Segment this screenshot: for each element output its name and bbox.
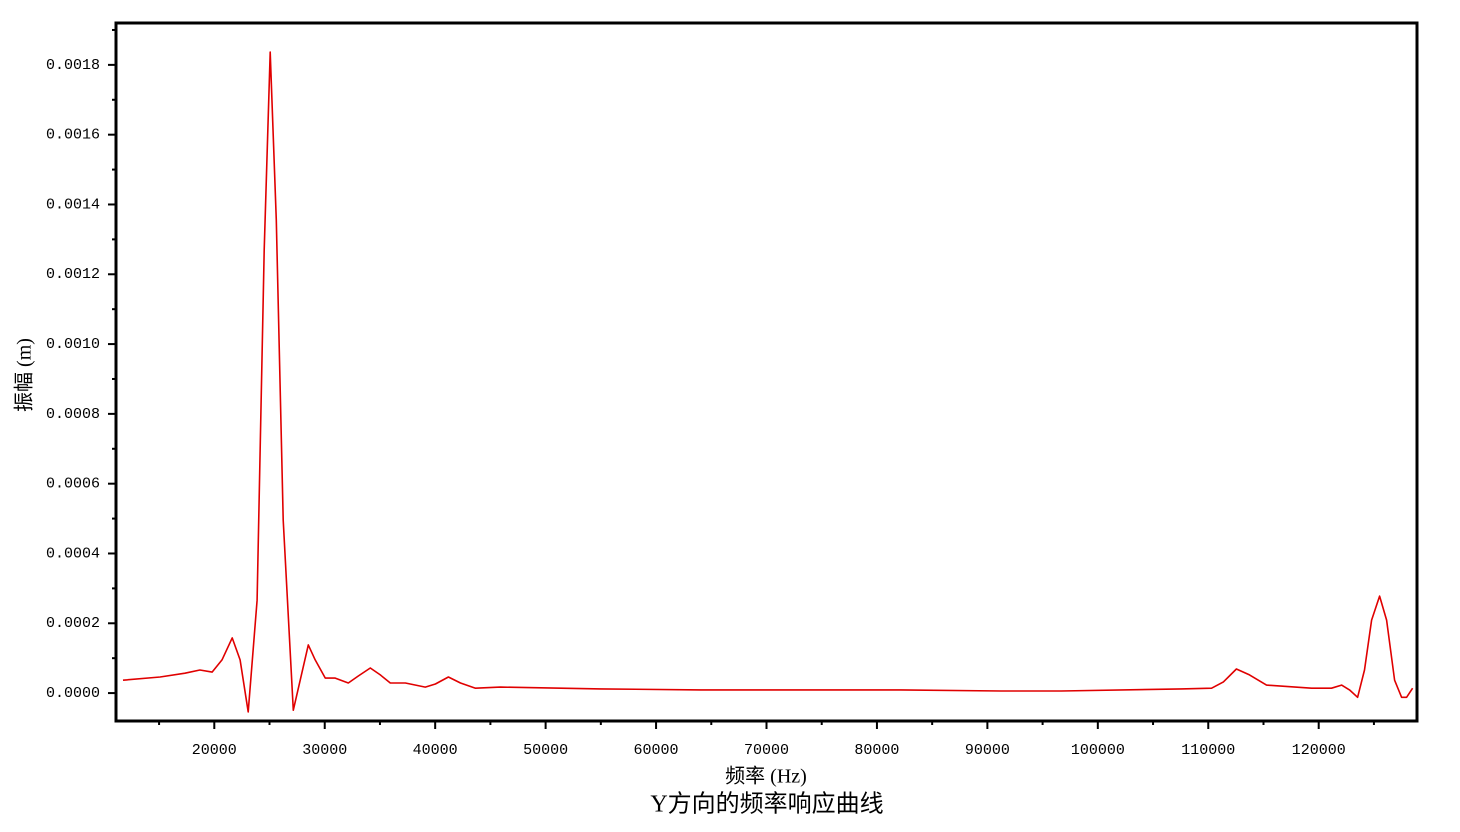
y-tick-label: 0.0018	[46, 57, 100, 74]
x-tick-label: 100000	[1071, 742, 1125, 759]
y-tick-label: 0.0014	[46, 196, 100, 213]
y-tick-label: 0.0006	[46, 476, 100, 493]
x-tick-label: 20000	[192, 742, 237, 759]
y-tick-label: 0.0004	[46, 545, 100, 562]
series-line	[122, 51, 1414, 713]
x-tick-label: 50000	[523, 742, 568, 759]
x-tick-label: 70000	[744, 742, 789, 759]
x-tick-label: 60000	[634, 742, 679, 759]
y-tick-label: 0.0000	[46, 685, 100, 702]
x-tick-label: 40000	[413, 742, 458, 759]
chart-title: Y方向的频率响应曲线	[650, 791, 883, 818]
plot-frame	[114, 21, 1419, 723]
x-tick-label: 120000	[1292, 742, 1346, 759]
x-tick-label: 110000	[1181, 742, 1235, 759]
x-axis-label: 频率 (Hz)	[725, 765, 807, 788]
y-axis-label: 振幅 (m)	[13, 338, 36, 412]
y-tick-label: 0.0008	[46, 406, 100, 423]
y-tick-label: 0.0010	[46, 336, 100, 353]
x-tick-label: 30000	[302, 742, 347, 759]
y-tick-label: 0.0012	[46, 266, 100, 283]
x-tick-label: 80000	[854, 742, 899, 759]
y-tick-label: 0.0016	[46, 127, 100, 144]
x-tick-label: 90000	[965, 742, 1010, 759]
y-tick-label: 0.0002	[46, 615, 100, 632]
